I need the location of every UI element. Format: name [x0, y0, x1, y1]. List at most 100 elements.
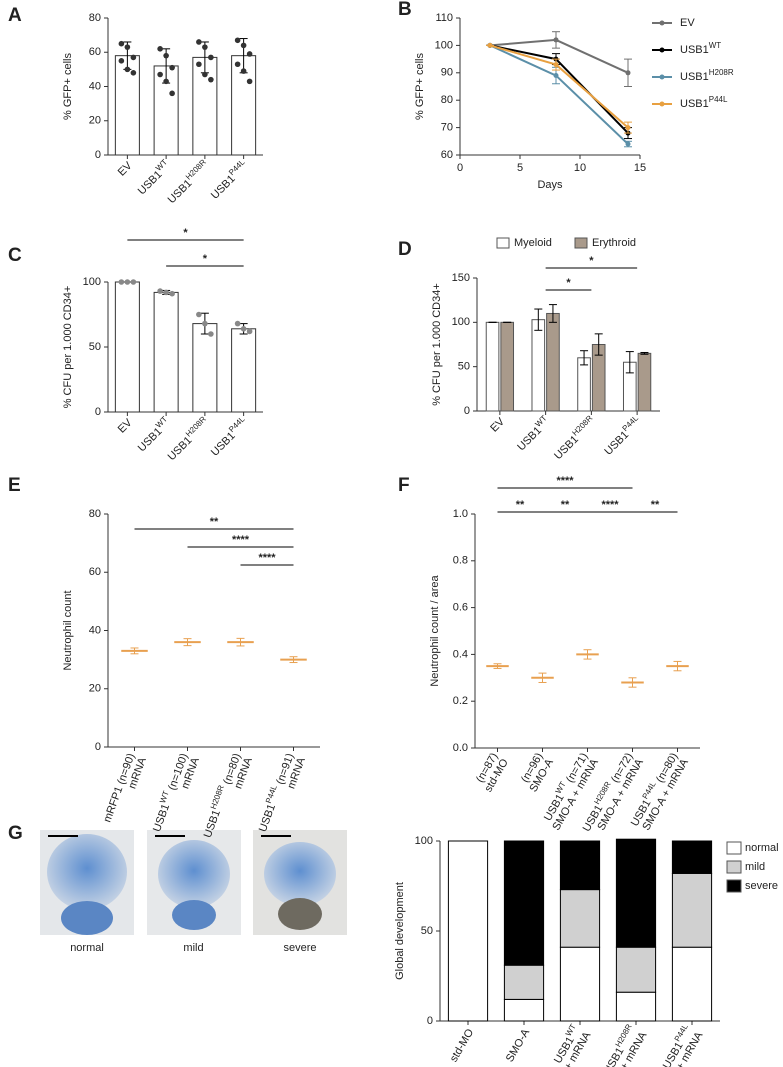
y-tick-label: 100: [415, 835, 433, 847]
legend-label: severe: [745, 880, 778, 892]
legend-swatch: [726, 860, 742, 874]
label-part: USB1: [680, 71, 709, 83]
x-tick-label: std-MO(n=87): [474, 751, 511, 794]
bar-segment: [615, 991, 657, 1022]
bar-segment: [503, 998, 545, 1022]
superscript: H208R: [208, 784, 225, 811]
panel-letter: F: [398, 475, 410, 496]
label-part: USB1: [136, 425, 165, 454]
x-tick-label-line: EV: [116, 159, 135, 178]
bar: [231, 328, 257, 413]
data-point: [234, 61, 241, 68]
x-tick-label-line: USB1H208R: [550, 413, 599, 462]
bar-segment: [559, 946, 601, 1022]
significance-label: *: [566, 277, 571, 289]
x-tick-label: std-MO: [448, 1027, 477, 1065]
label-part: USB1: [166, 434, 195, 463]
x-tick-label: USB1H208R: [166, 157, 208, 206]
x-tick-label: EV: [116, 416, 135, 435]
line-marker: [553, 73, 559, 79]
y-axis-label: Neutrophil count: [62, 590, 74, 670]
significance-label: *: [203, 253, 208, 265]
bar: [577, 357, 591, 412]
data-point: [208, 331, 214, 337]
data-point: [240, 326, 247, 332]
bar-segment: [503, 964, 545, 1000]
bar-segment: [559, 840, 601, 891]
fish-jaw: [61, 901, 113, 935]
bar-segment: [447, 840, 489, 1022]
bar: [153, 291, 179, 413]
y-tick-label: 150: [452, 272, 470, 284]
line-marker: [625, 125, 631, 131]
y-tick-label: 110: [435, 12, 453, 24]
x-tick-label: USB1H208R: [166, 414, 208, 463]
x-tick-label: SMO-A: [504, 1026, 533, 1064]
x-tick-label: 15: [634, 162, 646, 174]
series-line: [489, 44, 629, 145]
bar: [637, 352, 652, 412]
bar: [114, 281, 140, 413]
legend-swatch: [726, 879, 742, 893]
line-marker: [625, 70, 631, 76]
label-part: USB1: [209, 173, 238, 202]
bar-segment: [671, 872, 713, 948]
series-line: [489, 44, 629, 134]
image-label: mild: [183, 942, 203, 954]
x-tick-label-line: USB1P44L: [206, 157, 251, 202]
significance-label: **: [651, 499, 660, 511]
y-tick-label: 0.0: [453, 742, 468, 754]
line-marker: [625, 141, 631, 147]
image-label: normal: [70, 942, 104, 954]
x-tick-label-line: USB1P44L: [600, 413, 645, 458]
x-tick-label-line: SMO-A: [504, 1026, 533, 1064]
y-tick-label: 70: [441, 122, 453, 134]
y-axis-label: Neutrophil count / area: [429, 574, 441, 686]
x-tick-label-line: USB1H208R (n=80): [199, 751, 244, 840]
x-tick-label: USB1P44L: [209, 414, 247, 459]
y-tick-label: 0.8: [453, 555, 468, 567]
data-point: [240, 42, 247, 49]
label-part: USB1: [552, 433, 581, 462]
y-tick-label: 100: [435, 39, 453, 51]
y-tick-label: 60: [441, 149, 453, 161]
label-part: mild: [745, 861, 765, 873]
significance-label: ****: [232, 534, 250, 546]
bar-segment: [671, 840, 713, 874]
data-point: [196, 61, 202, 68]
x-tick-label-line: USB1WT: [133, 414, 173, 454]
fish-head: [264, 842, 336, 906]
data-point: [124, 44, 131, 50]
superscript: H208R: [709, 68, 734, 77]
panel-letter: D: [398, 239, 412, 260]
data-point: [163, 52, 169, 59]
y-tick-label: 0.6: [453, 602, 468, 614]
x-tick-label: SMO-A(n=96): [519, 751, 556, 794]
significance-label: ****: [258, 552, 276, 564]
panel-letter: B: [398, 0, 412, 20]
x-tick-label: USB1P44L: [600, 413, 645, 458]
label-part: EV: [680, 17, 695, 29]
label-part: USB1: [602, 429, 631, 458]
data-point: [169, 64, 175, 71]
data-point: [202, 71, 208, 78]
y-tick-label: 80: [89, 508, 101, 520]
data-point: [118, 58, 125, 64]
x-tick-label: USB1H208R: [550, 413, 599, 462]
y-tick-label: 80: [441, 94, 453, 106]
bar-segment: [615, 838, 657, 948]
x-tick-label: USB1P44L: [206, 157, 251, 202]
x-tick-label: 0: [457, 162, 463, 174]
significance-label: **: [210, 516, 219, 528]
data-point: [118, 279, 125, 285]
superscript: H208R: [184, 157, 208, 181]
fish-head: [158, 840, 230, 908]
fish-jaw: [172, 900, 216, 930]
y-tick-label: 90: [441, 67, 453, 79]
superscript: P44L: [672, 1022, 689, 1043]
data-point: [169, 90, 175, 97]
bar-segment: [615, 946, 657, 993]
